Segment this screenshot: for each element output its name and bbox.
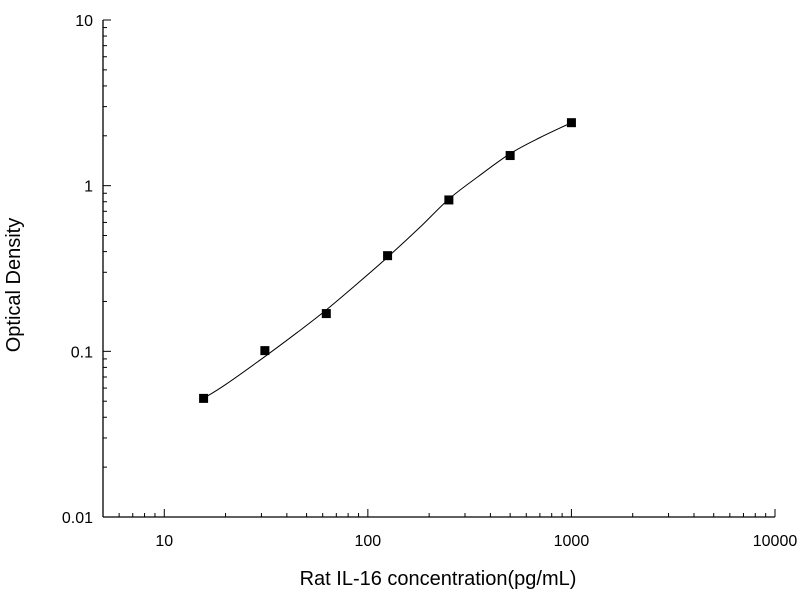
axis-ticks: 10 100 1000 10000 0.01 0.1 1 10 (62, 13, 797, 550)
data-point (199, 393, 209, 403)
data-point (321, 309, 331, 319)
x-tick-label: 1000 (554, 533, 590, 550)
fit-curve-line (203, 122, 572, 399)
data-point (260, 346, 270, 356)
x-tick-label: 10000 (753, 533, 798, 550)
data-point (383, 251, 393, 261)
data-points (199, 118, 576, 403)
x-axis-title: Rat IL-16 concentration(pg/mL) (300, 568, 577, 590)
data-point (566, 118, 576, 128)
y-tick-label: 0.1 (71, 344, 93, 361)
data-point (444, 195, 454, 205)
y-tick-label: 0.01 (62, 510, 93, 527)
y-tick-label: 10 (75, 13, 93, 30)
x-tick-label: 10 (155, 533, 173, 550)
axes (102, 20, 775, 518)
y-tick-label: 1 (84, 179, 93, 196)
x-tick-label: 100 (355, 533, 382, 550)
y-axis-title: Optical Density (3, 218, 25, 353)
data-point (505, 151, 515, 161)
